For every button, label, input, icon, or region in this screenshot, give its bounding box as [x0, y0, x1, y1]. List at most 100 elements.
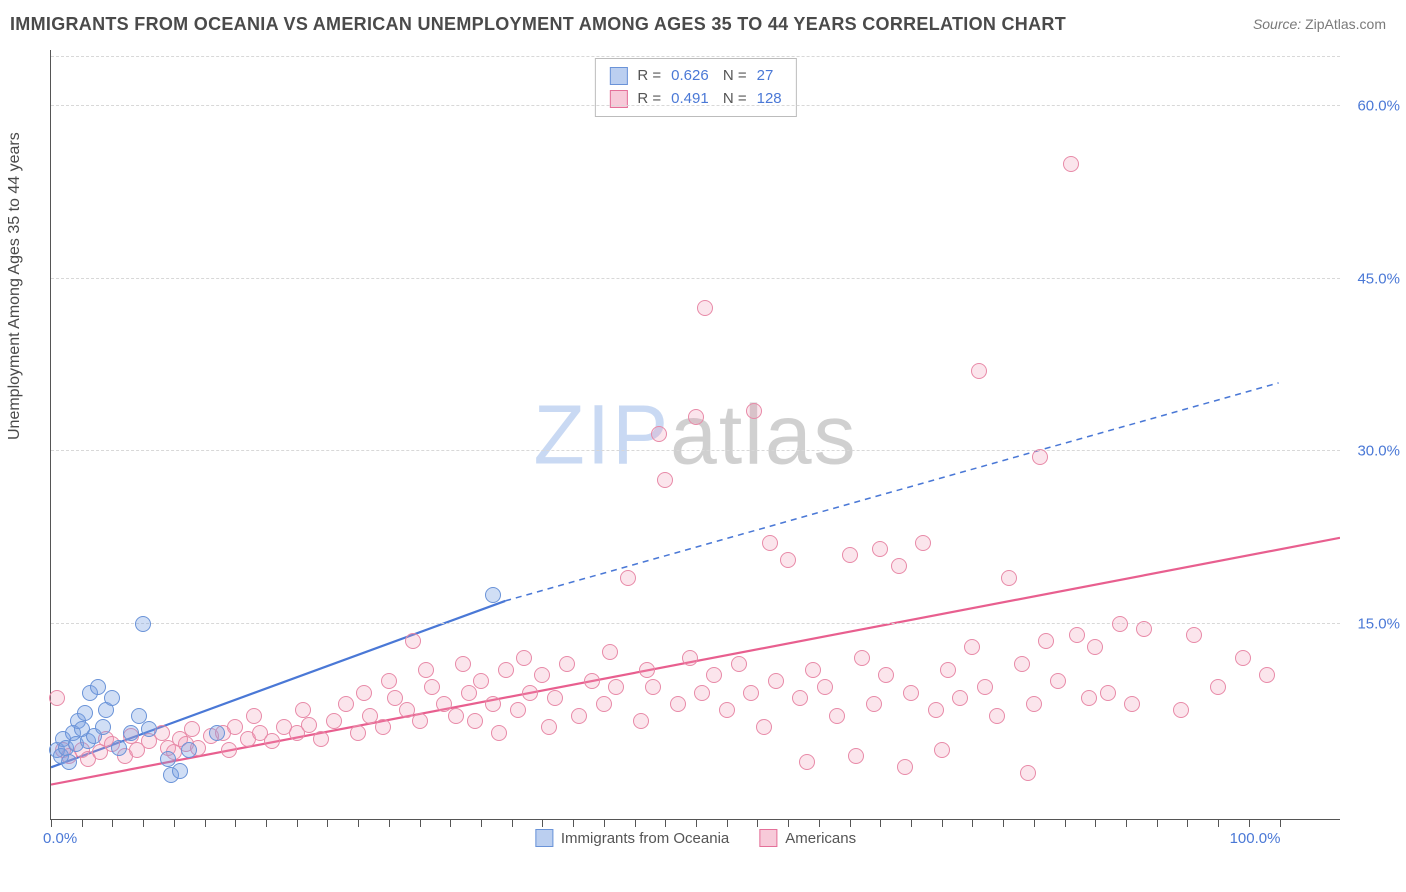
plot-area: ZIPatlas R = 0.626 N = 27 R = 0.491 N = … [50, 50, 1340, 820]
point-american [620, 570, 636, 586]
point-american [412, 713, 428, 729]
point-american [602, 644, 618, 660]
legend-n-value-oceania: 27 [757, 65, 774, 88]
x-tick [880, 819, 881, 827]
point-american [1136, 621, 1152, 637]
watermark-zip: ZIP [533, 387, 670, 481]
chart-container: IMMIGRANTS FROM OCEANIA VS AMERICAN UNEM… [0, 0, 1406, 892]
y-tick-label: 15.0% [1345, 615, 1400, 632]
point-american [313, 731, 329, 747]
legend-n-value-americans: 128 [757, 88, 782, 111]
point-american [780, 552, 796, 568]
point-american [897, 759, 913, 775]
legend-r-value-americans: 0.491 [671, 88, 709, 111]
point-american [184, 721, 200, 737]
point-american [301, 717, 317, 733]
x-tick-label: 0.0% [43, 830, 77, 847]
x-tick [450, 819, 451, 827]
chart-title: IMMIGRANTS FROM OCEANIA VS AMERICAN UNEM… [10, 14, 1066, 35]
point-american [1081, 690, 1097, 706]
point-american [571, 708, 587, 724]
x-tick [665, 819, 666, 827]
point-american [989, 708, 1005, 724]
point-american [903, 685, 919, 701]
bottom-legend: Immigrants from Oceania Americans [535, 829, 856, 847]
point-american [731, 656, 747, 672]
y-axis-label: Unemployment Among Ages 35 to 44 years [6, 132, 24, 440]
x-tick [542, 819, 543, 827]
point-oceania [141, 721, 157, 737]
x-tick [358, 819, 359, 827]
legend-r-label: R = [637, 65, 661, 88]
point-oceania [61, 754, 77, 770]
point-oceania [104, 690, 120, 706]
point-american [639, 662, 655, 678]
point-oceania [209, 725, 225, 741]
point-american [768, 673, 784, 689]
point-american [350, 725, 366, 741]
x-tick [112, 819, 113, 827]
point-american [405, 633, 421, 649]
x-tick [174, 819, 175, 827]
point-american [547, 690, 563, 706]
x-tick [604, 819, 605, 827]
point-american [1173, 702, 1189, 718]
x-tick [420, 819, 421, 827]
point-american [1100, 685, 1116, 701]
point-american [326, 713, 342, 729]
source-value: ZipAtlas.com [1305, 16, 1386, 32]
point-american [878, 667, 894, 683]
swatch-blue [609, 67, 627, 85]
bottom-legend-label: Americans [785, 830, 856, 847]
y-tick-label: 60.0% [1345, 98, 1400, 115]
point-american [381, 673, 397, 689]
point-american [491, 725, 507, 741]
x-tick [297, 819, 298, 827]
point-american [485, 696, 501, 712]
point-american [1186, 627, 1202, 643]
point-american [817, 679, 833, 695]
point-american [1050, 673, 1066, 689]
x-tick [1218, 819, 1219, 827]
point-oceania [181, 742, 197, 758]
x-tick [635, 819, 636, 827]
point-american [295, 702, 311, 718]
point-american [697, 300, 713, 316]
x-tick [1249, 819, 1250, 827]
point-american [854, 650, 870, 666]
point-american [866, 696, 882, 712]
gridline-h [51, 278, 1340, 279]
x-tick [1003, 819, 1004, 827]
point-american [657, 472, 673, 488]
x-tick [972, 819, 973, 827]
point-american [706, 667, 722, 683]
point-american [264, 733, 280, 749]
point-american [473, 673, 489, 689]
point-american [1014, 656, 1030, 672]
point-american [338, 696, 354, 712]
point-american [1038, 633, 1054, 649]
point-american [971, 363, 987, 379]
point-american [1020, 765, 1036, 781]
point-american [541, 719, 557, 735]
swatch-blue [535, 829, 553, 847]
legend-r-label: R = [637, 88, 661, 111]
point-oceania [111, 740, 127, 756]
point-american [633, 713, 649, 729]
point-american [461, 685, 477, 701]
legend-row-americans: R = 0.491 N = 128 [609, 88, 781, 111]
point-american [1069, 627, 1085, 643]
point-american [534, 667, 550, 683]
point-american [688, 409, 704, 425]
x-tick [481, 819, 482, 827]
point-american [1063, 156, 1079, 172]
point-american [964, 639, 980, 655]
watermark-atlas: atlas [670, 387, 857, 481]
point-american [246, 708, 262, 724]
point-oceania [135, 616, 151, 632]
point-american [977, 679, 993, 695]
point-american [799, 754, 815, 770]
x-tick [1280, 819, 1281, 827]
point-american [756, 719, 772, 735]
bottom-legend-label: Immigrants from Oceania [561, 830, 729, 847]
